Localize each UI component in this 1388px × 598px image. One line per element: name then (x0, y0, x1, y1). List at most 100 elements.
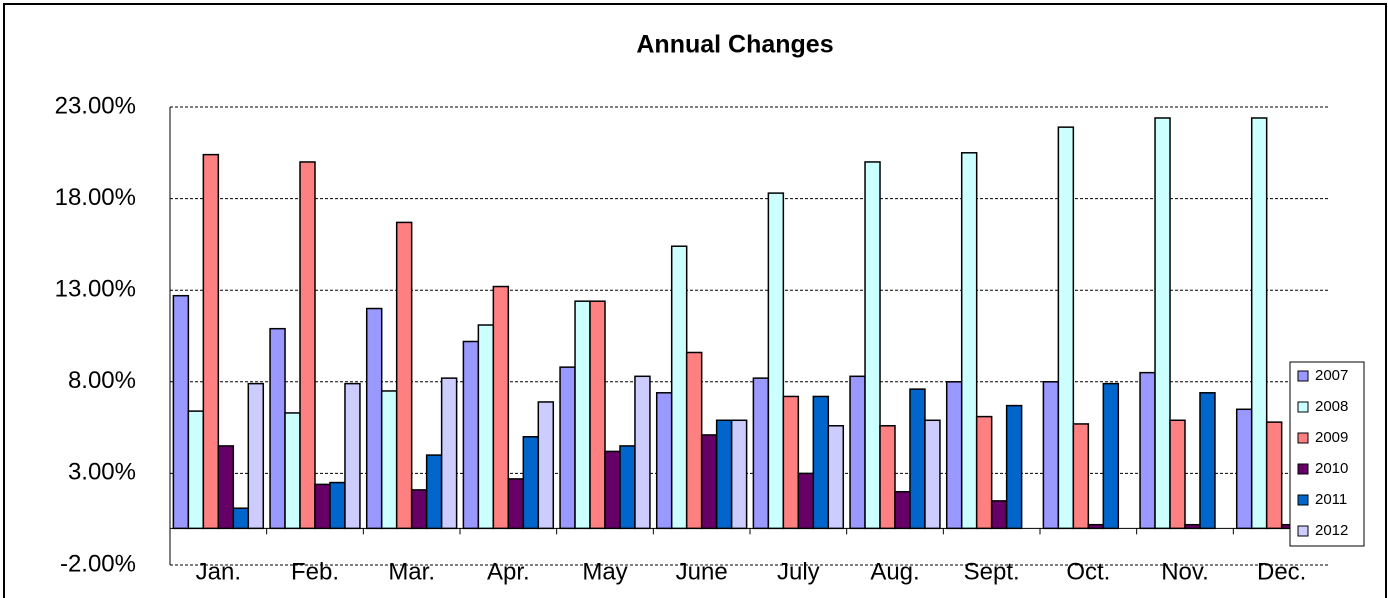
bar (782, 395, 800, 530)
bar (990, 500, 1008, 530)
bar (440, 377, 458, 530)
legend-swatch (1297, 432, 1309, 444)
bar (894, 490, 911, 530)
legend-label: 2012 (1315, 522, 1348, 539)
bar (344, 382, 361, 530)
bar (1184, 523, 1201, 530)
bar (537, 401, 555, 530)
bar (365, 307, 383, 530)
bar (187, 410, 205, 530)
bar (752, 377, 770, 530)
legend-label: 2008 (1315, 398, 1348, 415)
bar (827, 425, 845, 530)
y-tick-label: 23.00% (55, 92, 136, 119)
bar (634, 375, 651, 530)
legend-label: 2010 (1315, 460, 1348, 477)
bar (849, 375, 866, 530)
bar (202, 153, 220, 530)
bar (879, 425, 896, 530)
x-tick-label: May (582, 558, 627, 585)
y-tick-label: 8.00% (68, 367, 136, 394)
bar (299, 161, 316, 530)
bar (395, 221, 413, 530)
x-tick-label: Aug. (870, 558, 919, 585)
bar (864, 161, 881, 530)
x-tick-label: Dec. (1257, 558, 1306, 585)
y-tick-label: 13.00% (55, 276, 136, 303)
bar (559, 366, 576, 530)
bar (1057, 126, 1075, 530)
x-tick-label: Mar. (388, 558, 435, 585)
bar (314, 483, 331, 530)
y-tick-label: -2.00% (60, 550, 136, 577)
bar (1265, 421, 1283, 530)
bar (477, 324, 495, 530)
bar (1072, 423, 1090, 530)
bar (924, 419, 941, 530)
bar (1139, 371, 1156, 530)
bar (1087, 523, 1105, 530)
bar (945, 381, 963, 530)
bar (1199, 392, 1216, 530)
x-tick-label: June (676, 558, 728, 585)
bar (1102, 382, 1120, 530)
bar (269, 327, 286, 530)
bar (425, 454, 443, 530)
bar (247, 382, 265, 530)
x-tick-label: Sept. (964, 558, 1020, 585)
x-tick-label: Feb. (291, 558, 339, 585)
legend-swatch (1297, 525, 1309, 537)
bar (589, 300, 606, 530)
legend-swatch (1297, 370, 1309, 382)
bar (1250, 117, 1268, 530)
chart-title: Annual Changes (636, 31, 833, 59)
bar (1005, 404, 1023, 530)
bar (715, 419, 733, 530)
bar (604, 450, 621, 530)
bar (329, 481, 346, 530)
bar (797, 472, 815, 530)
x-tick-label: July (777, 558, 820, 585)
bar (380, 390, 398, 530)
bar (655, 392, 673, 530)
legend-swatch (1297, 463, 1309, 475)
legend-box (1289, 361, 1365, 547)
bar (1042, 381, 1060, 530)
bar (685, 351, 703, 530)
bar (1235, 408, 1253, 530)
x-tick-label: Jan. (196, 558, 241, 585)
x-tick-label: Apr. (487, 558, 530, 585)
bar (730, 419, 748, 530)
bar (172, 294, 190, 530)
y-tick-label: 18.00% (55, 184, 136, 211)
legend-swatch (1297, 401, 1309, 413)
bar (960, 152, 978, 530)
bar (670, 245, 688, 530)
bar (522, 436, 540, 530)
legend-label: 2011 (1315, 491, 1347, 508)
bar (462, 340, 480, 530)
y-tick-label: 3.00% (68, 459, 136, 486)
legend-label: 2009 (1315, 429, 1348, 446)
bar (619, 445, 636, 530)
bar (975, 415, 993, 530)
bar (507, 478, 525, 530)
bar (492, 285, 510, 530)
bar (232, 507, 250, 530)
x-tick-label: Oct. (1066, 558, 1110, 585)
bar (812, 395, 830, 530)
bar (284, 412, 301, 530)
bar (1169, 419, 1186, 530)
x-tick-label: Nov. (1161, 558, 1209, 585)
chart-border (3, 3, 1387, 598)
bar (574, 300, 591, 530)
bar (1154, 117, 1171, 530)
legend-label: 2007 (1315, 367, 1348, 384)
bar (767, 192, 785, 530)
bar (217, 445, 235, 530)
bar (700, 434, 718, 530)
legend-swatch (1297, 494, 1309, 506)
bar (909, 388, 926, 530)
bar (410, 489, 428, 530)
